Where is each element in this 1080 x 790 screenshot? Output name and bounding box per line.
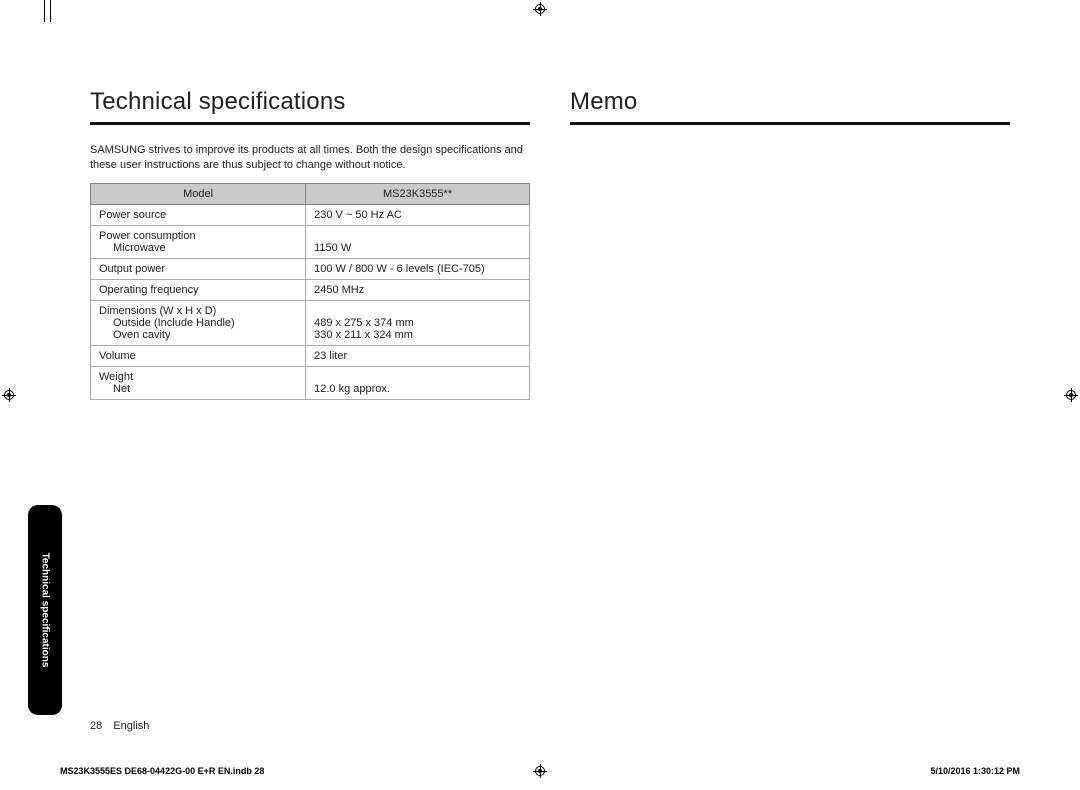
left-column: Technical specifications SAMSUNG strives… xyxy=(90,88,530,400)
footer-filename: MS23K3555ES DE68-04422G-00 E+R EN.indb 2… xyxy=(60,766,264,776)
spec-value: 2450 MHz xyxy=(306,279,530,300)
spec-value: 230 V ~ 50 Hz AC xyxy=(306,204,530,225)
table-header-value: MS23K3555** xyxy=(306,183,530,204)
spec-label: Dimensions (W x H x D) Outside (Include … xyxy=(91,300,306,345)
spec-label: Volume xyxy=(91,345,306,366)
spec-value: 489 x 275 x 374 mm 330 x 211 x 324 mm xyxy=(306,300,530,345)
table-row: Output power 100 W / 800 W - 6 levels (I… xyxy=(91,258,530,279)
table-header-model: Model xyxy=(91,183,306,204)
crop-tick xyxy=(50,0,51,22)
right-column: Memo xyxy=(570,88,1010,143)
spec-label: Output power xyxy=(91,258,306,279)
crop-tick xyxy=(44,0,45,22)
heading-rule xyxy=(90,122,530,125)
spec-table: Model MS23K3555** Power source 230 V ~ 5… xyxy=(90,183,530,400)
spec-label: Operating frequency xyxy=(91,279,306,300)
registration-mark-left xyxy=(2,388,16,402)
table-row: Dimensions (W x H x D) Outside (Include … xyxy=(91,300,530,345)
side-tab: Technical specifications xyxy=(28,505,62,715)
footer: MS23K3555ES DE68-04422G-00 E+R EN.indb 2… xyxy=(0,760,1080,790)
table-row: Power consumption Microwave 1150 W xyxy=(91,225,530,258)
spec-value: 23 liter xyxy=(306,345,530,366)
heading-rule xyxy=(570,122,1010,125)
side-tab-label: Technical specifications xyxy=(40,553,51,668)
registration-mark-right xyxy=(1064,388,1078,402)
table-row: Operating frequency 2450 MHz xyxy=(91,279,530,300)
footer-timestamp: 5/10/2016 1:30:12 PM xyxy=(930,766,1020,776)
page-number: 28 English xyxy=(90,720,149,732)
spec-value: 1150 W xyxy=(306,225,530,258)
section-title-specs: Technical specifications xyxy=(90,88,530,116)
table-row: Power source 230 V ~ 50 Hz AC xyxy=(91,204,530,225)
spec-value: 100 W / 800 W - 6 levels (IEC-705) xyxy=(306,258,530,279)
registration-mark-bottom xyxy=(533,764,547,778)
intro-paragraph: SAMSUNG strives to improve its products … xyxy=(90,143,530,173)
page-body: Technical specifications SAMSUNG strives… xyxy=(90,0,1030,740)
table-row: Volume 23 liter xyxy=(91,345,530,366)
spec-value: 12.0 kg approx. xyxy=(306,366,530,399)
spec-label: Power source xyxy=(91,204,306,225)
spec-label: Power consumption Microwave xyxy=(91,225,306,258)
section-title-memo: Memo xyxy=(570,88,1010,116)
spec-label: Weight Net xyxy=(91,366,306,399)
table-row: Weight Net 12.0 kg approx. xyxy=(91,366,530,399)
